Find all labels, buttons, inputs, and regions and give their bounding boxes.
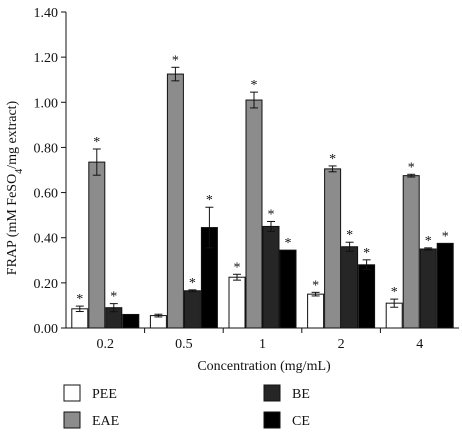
legend-swatch-pee xyxy=(63,384,81,402)
x-tick-label: 2 xyxy=(338,337,345,352)
significance-star: * xyxy=(329,152,336,167)
significance-star: * xyxy=(251,78,258,93)
legend: PEE EAE BE CE xyxy=(63,384,310,429)
significance-star: * xyxy=(425,234,432,249)
legend-swatch-ce xyxy=(263,411,281,429)
x-tick-label: 4 xyxy=(416,337,423,352)
y-axis-label-prefix: FRAP (mM FeSO xyxy=(5,174,20,275)
significance-star: * xyxy=(408,160,415,175)
significance-star: * xyxy=(285,236,292,251)
legend-swatch-eae xyxy=(63,411,81,429)
y-axis-label: FRAP (mM FeSO4/mg extract) xyxy=(5,100,25,275)
significance-star: * xyxy=(172,53,179,68)
x-tick-label: 1 xyxy=(259,337,266,352)
y-tick-label: 0.40 xyxy=(34,232,59,247)
bar-be xyxy=(183,290,201,329)
significance-star: * xyxy=(442,229,449,244)
bar-be xyxy=(341,246,359,329)
y-tick-label: 1.40 xyxy=(34,6,59,21)
significance-star: * xyxy=(206,193,213,208)
y-tick-label: 0.20 xyxy=(34,277,59,292)
bars: * * * * * * * * * * * * * * * * * * xyxy=(71,53,454,329)
bar-eae xyxy=(402,175,420,329)
y-tick-label: 1.20 xyxy=(34,51,59,66)
legend-label-be: BE xyxy=(292,387,310,402)
significance-star: * xyxy=(268,207,275,222)
bar-eae xyxy=(324,168,342,329)
significance-star: * xyxy=(110,290,117,305)
bar-pee xyxy=(228,276,246,329)
significance-star: * xyxy=(234,260,241,275)
legend-label-eae: EAE xyxy=(92,414,119,429)
y-tick-label: 0.80 xyxy=(34,141,59,156)
bar-ce xyxy=(358,264,376,329)
bar-pee xyxy=(307,293,325,329)
legend-label-ce: CE xyxy=(292,414,310,429)
bar-ce xyxy=(122,313,140,329)
significance-star: * xyxy=(391,285,398,300)
significance-star: * xyxy=(363,246,370,261)
legend-swatch-be xyxy=(263,384,281,402)
bar-pee xyxy=(149,315,167,329)
legend-label-pee: PEE xyxy=(92,387,117,402)
y-tick-label: 0.00 xyxy=(34,322,59,337)
significance-star: * xyxy=(93,135,100,150)
y-tick-label: 1.00 xyxy=(34,96,59,111)
bar-be xyxy=(262,225,280,329)
x-axis-label: Concentration (mg/mL) xyxy=(197,359,331,374)
tick-labels: 0.00 0.20 0.40 0.60 0.80 1.00 1.20 1.40 0.2 0.5 1 2… xyxy=(34,6,424,352)
significance-star: * xyxy=(312,278,319,293)
bar-eae xyxy=(88,161,106,329)
y-tick-label: 0.60 xyxy=(34,187,59,202)
significance-star: * xyxy=(189,276,196,291)
significance-star: * xyxy=(346,228,353,243)
bar-eae xyxy=(166,73,184,329)
bar-eae xyxy=(245,99,263,329)
bar-ce xyxy=(279,249,297,329)
y-axis-label-suffix: /mg extract) xyxy=(5,100,20,168)
y-axis-label-subscript: 4 xyxy=(14,169,25,174)
x-tick-label: 0.5 xyxy=(175,337,193,352)
x-tick-label: 0.2 xyxy=(97,337,115,352)
bar-be xyxy=(419,248,437,329)
bar-ce xyxy=(436,242,454,329)
significance-star: * xyxy=(76,292,83,307)
